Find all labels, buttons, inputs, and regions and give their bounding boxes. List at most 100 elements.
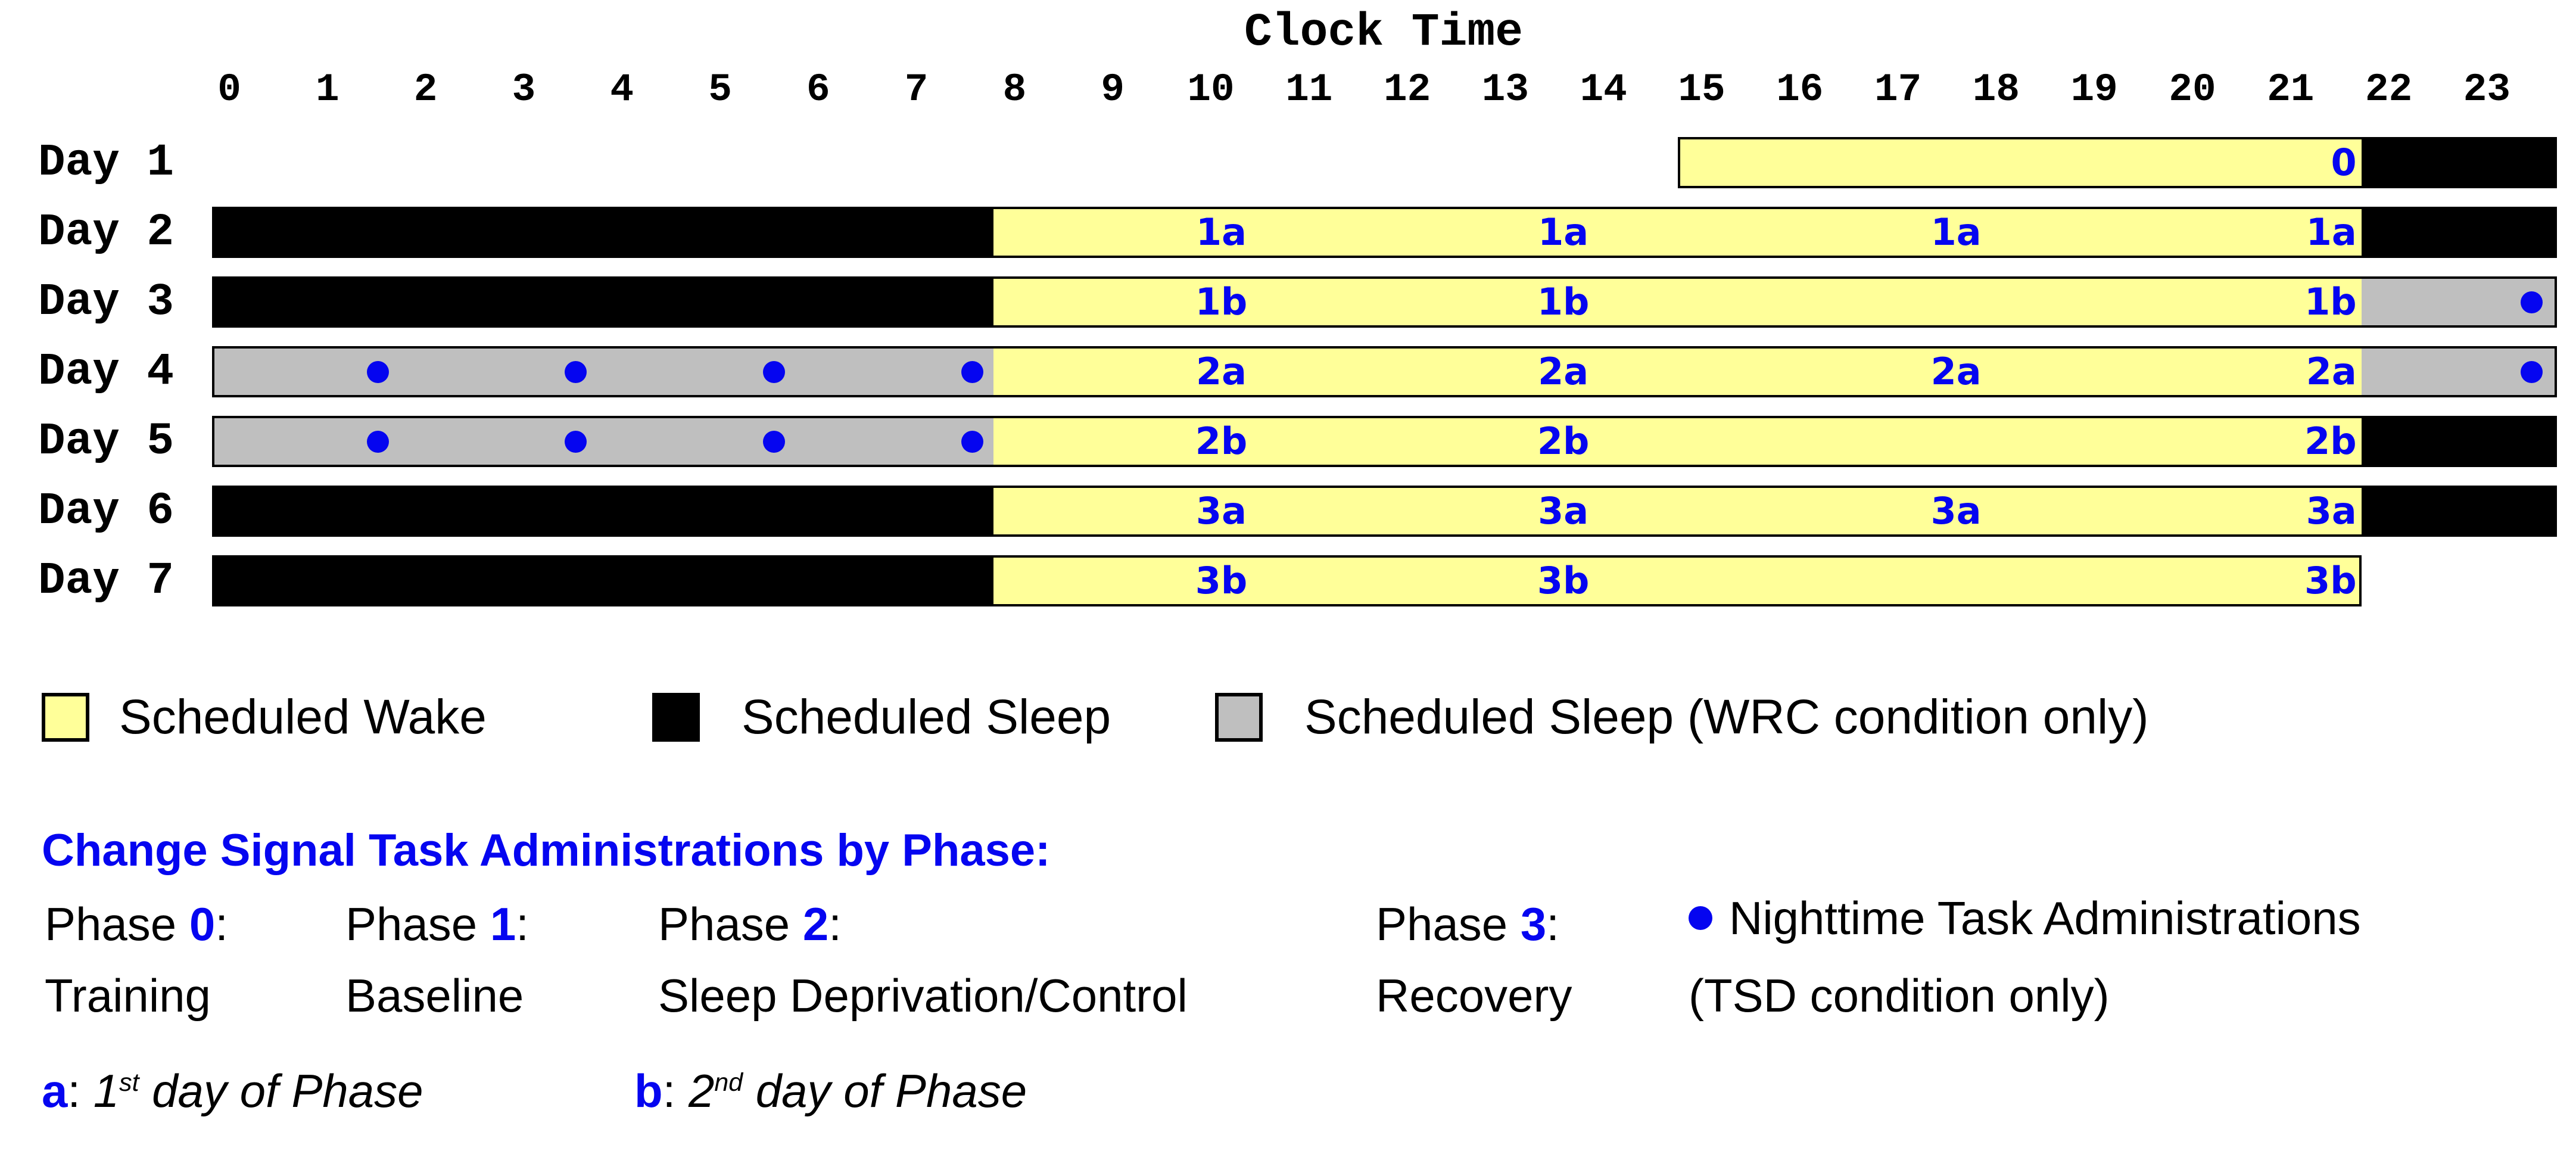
schedule-bar (212, 555, 2362, 606)
bar-segment-wake (993, 555, 2362, 606)
hour-tick-label: 15 (1678, 67, 1725, 112)
phase-task-label: 1b (1537, 280, 1590, 323)
day-label: Day 4 (38, 346, 175, 397)
day-label: Day 2 (38, 207, 175, 258)
bar-segment-sleep (212, 486, 994, 537)
bar-segment-sleep (212, 207, 994, 258)
hour-tick-label: 12 (1383, 67, 1431, 112)
bar-segment-wake (1677, 137, 2362, 188)
bar-segment-wake (993, 276, 2362, 328)
nighttime-task-dot (564, 360, 587, 383)
phase-task-label: 3a (1538, 489, 1589, 533)
hour-tick-label: 2 (413, 67, 438, 112)
bar-segment-wrc (212, 416, 994, 467)
nighttime-note-line1: Nighttime Task Administrations (1689, 895, 2361, 941)
day-label: Day 6 (38, 486, 175, 537)
legend-label-wrc: Scheduled Sleep (WRC condition only) (1304, 690, 2149, 744)
hour-tick-label: 13 (1481, 67, 1529, 112)
phase-title: Phase 2: (658, 898, 842, 950)
phase-task-label: 2a (2306, 350, 2357, 393)
nighttime-task-dot (564, 430, 587, 453)
schedule-bar (1677, 137, 2557, 188)
hour-tick-label: 3 (512, 67, 536, 112)
phase-task-label: 2b (1537, 419, 1590, 463)
hour-tick-label: 0 (217, 67, 241, 112)
phase-task-label: 3b (1537, 559, 1590, 602)
day-label: Day 5 (38, 416, 175, 467)
phase-number: 1 (490, 898, 516, 950)
hour-tick-label: 20 (2169, 67, 2216, 112)
hour-tick-label: 14 (1580, 67, 1627, 112)
phase-title: Phase 0: (45, 898, 228, 950)
hour-tick-label: 6 (806, 67, 830, 112)
hour-tick-label: 21 (2267, 67, 2315, 112)
bar-segment-sleep (212, 555, 994, 606)
phase-task-label: 1b (1195, 280, 1248, 323)
hour-tick-label: 18 (1972, 67, 2020, 112)
clock-time-axis-title: Clock Time (1244, 7, 1524, 59)
hour-tick-label: 11 (1285, 67, 1333, 112)
phase-task-label: 1a (1538, 210, 1589, 254)
phase-task-label: 2a (1930, 350, 1982, 393)
nighttime-task-dot (961, 430, 983, 453)
nighttime-task-dot (762, 430, 785, 453)
day-label: Day 1 (38, 137, 175, 188)
bar-segment-wake (993, 486, 2362, 537)
bar-segment-wake (993, 207, 2362, 258)
phase-task-label: 3b (1195, 559, 1248, 602)
phase-task-label: 3b (2304, 559, 2357, 602)
nighttime-task-dot (762, 360, 785, 383)
hour-tick-label: 23 (2463, 67, 2510, 112)
phase-number: 2 (802, 898, 829, 950)
phase-title: Phase 1: (345, 898, 529, 950)
phase-task-label: 2b (2304, 419, 2357, 463)
schedule-bar (212, 276, 2557, 328)
phase-task-label: 1a (1196, 210, 1247, 254)
hour-tick-label: 7 (904, 67, 929, 112)
legend-swatch-sleep (652, 693, 700, 742)
bar-segment-sleep (212, 276, 994, 328)
nighttime-task-dot (2520, 360, 2543, 383)
schedule-bar (212, 346, 2557, 397)
phase-name: Training (45, 969, 211, 1022)
footnote-b: b: 2nd day of Phase (634, 1065, 1027, 1117)
hour-tick-label: 5 (708, 67, 732, 112)
legend-swatch-wake (42, 693, 89, 742)
phase-name: Recovery (1376, 969, 1572, 1022)
schedule-bar (212, 416, 2557, 467)
day-label: Day 7 (38, 555, 175, 606)
phase-name: Baseline (345, 969, 524, 1022)
nighttime-note-line2: (TSD condition only) (1689, 969, 2110, 1022)
bar-segment-wake (993, 346, 2362, 397)
schedule-bar (212, 207, 2557, 258)
hour-tick-label: 10 (1187, 67, 1235, 112)
bar-segment-sleep (2361, 486, 2557, 537)
nighttime-dot-icon (1689, 906, 1712, 930)
hour-tick-label: 16 (1776, 67, 1824, 112)
bar-segment-sleep (2361, 416, 2557, 467)
phase-task-label: 1b (2304, 280, 2357, 323)
hour-tick-label: 17 (1874, 67, 1922, 112)
footnote-key: b (634, 1065, 663, 1117)
phase-number: 3 (1520, 898, 1547, 950)
legend-label-sleep: Scheduled Sleep (742, 690, 1111, 744)
nighttime-task-dot (961, 360, 983, 383)
bar-segment-sleep (2361, 137, 2557, 188)
phase-number: 0 (189, 898, 216, 950)
phase-task-label: 2a (1538, 350, 1589, 393)
footnote-a: a: 1st day of Phase (42, 1065, 423, 1117)
phase-title: Phase 3: (1376, 898, 1559, 950)
hour-tick-label: 19 (2070, 67, 2118, 112)
bar-segment-sleep (2361, 207, 2557, 258)
phase-task-label: 3a (2306, 489, 2357, 533)
nighttime-task-dot (367, 360, 390, 383)
legend-label-wake: Scheduled Wake (119, 690, 487, 744)
footnote-key: a (42, 1065, 68, 1117)
phase-name: Sleep Deprivation/Control (658, 969, 1188, 1022)
legend-swatch-wrc (1215, 693, 1263, 742)
phase-task-label: 3a (1930, 489, 1982, 533)
nighttime-task-dot (2520, 291, 2543, 313)
phase-task-label: 2a (1196, 350, 1247, 393)
phase-task-label: 3a (1196, 489, 1247, 533)
